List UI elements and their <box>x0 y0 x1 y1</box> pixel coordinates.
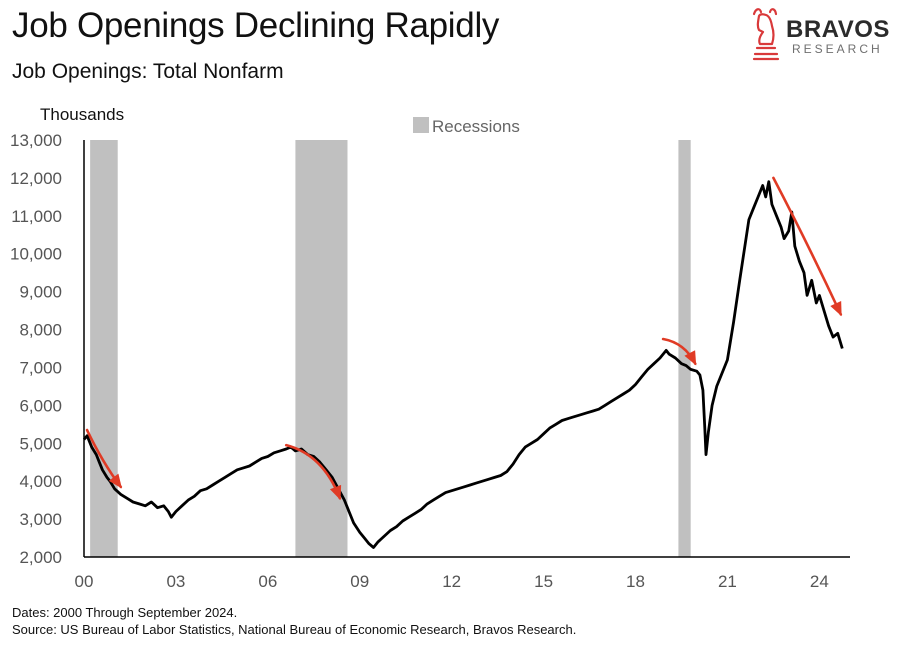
x-tick-label: 18 <box>626 572 645 591</box>
y-tick-label: 7,000 <box>19 358 62 377</box>
trend-arrowhead-0 <box>108 473 122 489</box>
legend-label-recessions: Recessions <box>432 117 520 136</box>
chart-axes <box>83 140 850 558</box>
chart-subtitle: Job Openings: Total Nonfarm <box>12 60 284 83</box>
x-tick-labels: 00 03 06 09 12 15 18 21 24 <box>75 572 829 591</box>
y-tick-label: 6,000 <box>19 396 62 415</box>
y-tick-label: 4,000 <box>19 472 62 491</box>
y-tick-label: 10,000 <box>10 245 62 264</box>
source-note: Source: US Bureau of Labor Statistics, N… <box>12 622 577 637</box>
trend-arrowhead-2 <box>684 350 697 366</box>
x-tick-label: 00 <box>75 572 94 591</box>
y-axis-label: Thousands <box>40 105 124 124</box>
x-tick-label: 12 <box>442 572 461 591</box>
dates-note: Dates: 2000 Through September 2024. <box>12 605 238 620</box>
series-lines <box>82 180 844 549</box>
brand-name: BRAVOS <box>786 16 890 43</box>
brand-subname: RESEARCH <box>792 42 883 56</box>
bull-knight-icon <box>752 8 780 61</box>
page-title: Job Openings Declining Rapidly <box>12 6 500 45</box>
recession-bands <box>90 140 691 557</box>
y-tick-label: 12,000 <box>10 169 62 188</box>
x-tick-label: 03 <box>166 572 185 591</box>
legend: Recessions <box>413 117 520 136</box>
job-openings-chart: 2,000 3,000 4,000 5,000 6,000 7,000 8,000 9,000… <box>10 105 850 591</box>
trend-arrowhead-1 <box>329 484 342 501</box>
bravos-logo: BRAVOS RESEARCH <box>748 6 898 66</box>
y-tick-label: 13,000 <box>10 131 62 150</box>
y-tick-label: 8,000 <box>19 321 62 340</box>
x-tick-label: 06 <box>258 572 277 591</box>
y-tick-label: 9,000 <box>19 283 62 302</box>
y-tick-label: 3,000 <box>19 510 62 529</box>
x-tick-label: 21 <box>718 572 737 591</box>
y-tick-label: 2,000 <box>19 548 62 567</box>
y-tick-labels: 2,000 3,000 4,000 5,000 6,000 7,000 8,000 9,000… <box>10 131 62 567</box>
x-tick-label: 09 <box>350 572 369 591</box>
x-tick-label: 24 <box>810 572 829 591</box>
trend-arrows <box>85 176 843 501</box>
legend-swatch-recessions <box>413 117 429 133</box>
x-tick-label: 15 <box>534 572 553 591</box>
y-tick-label: 5,000 <box>19 434 62 453</box>
footnotes: Dates: 2000 Through September 2024. Sour… <box>12 604 576 638</box>
trend-arrowhead-3 <box>830 300 842 317</box>
trend-arrow-3 <box>772 176 843 316</box>
recession-band-0 <box>90 140 118 557</box>
y-tick-label: 11,000 <box>11 207 62 226</box>
series-line-0 <box>82 180 844 549</box>
